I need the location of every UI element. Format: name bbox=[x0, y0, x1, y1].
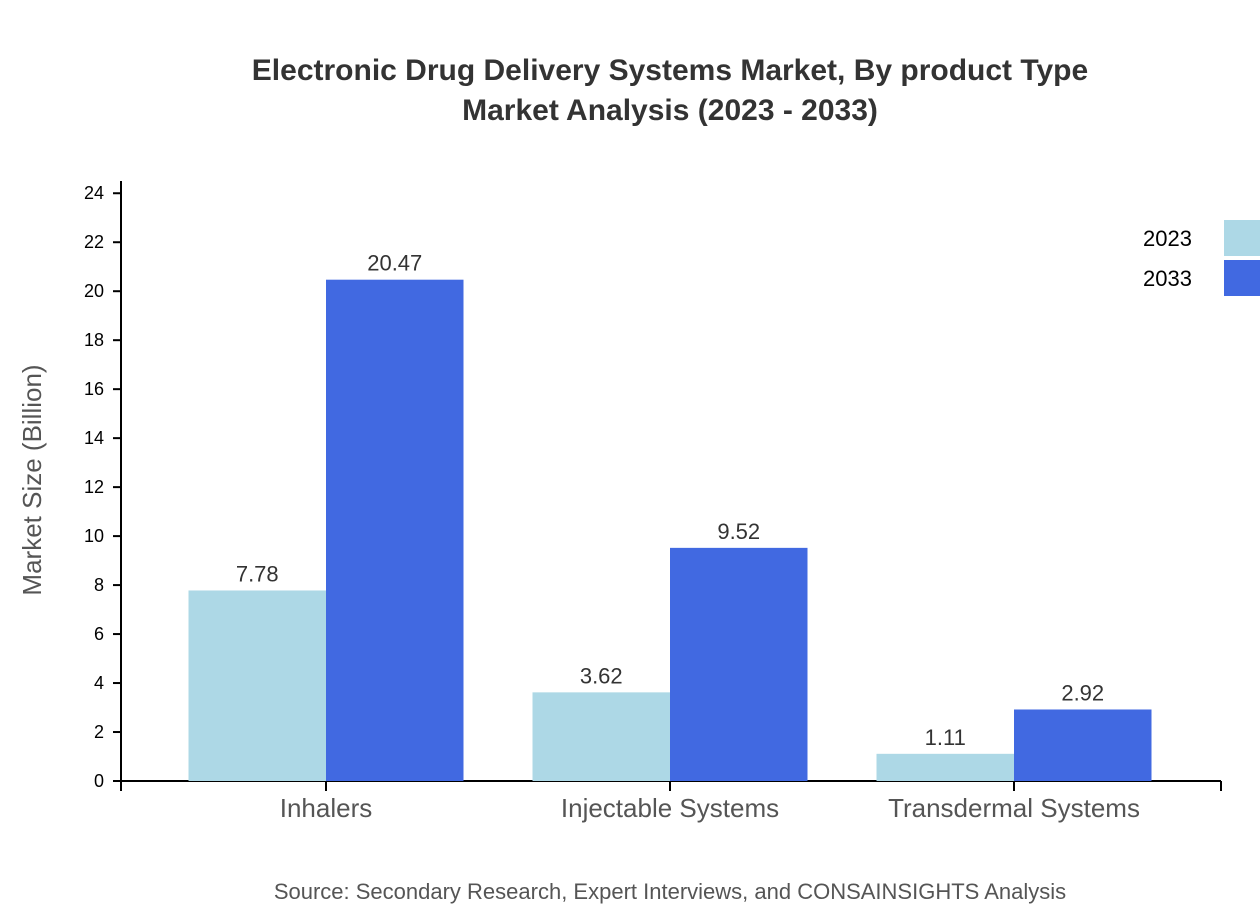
data-label: 20.47 bbox=[367, 251, 422, 276]
bar-2023 bbox=[876, 753, 1014, 781]
y-tick-label: 18 bbox=[84, 330, 104, 350]
legend: 2023 2033 bbox=[1143, 220, 1260, 296]
x-tick-label: Injectable Systems bbox=[561, 793, 779, 823]
y-tick-label: 24 bbox=[84, 183, 104, 203]
y-tick-label: 12 bbox=[84, 477, 104, 497]
bar-2023 bbox=[532, 692, 670, 781]
y-tick-label: 6 bbox=[94, 624, 104, 644]
bar-2033 bbox=[1014, 709, 1152, 781]
legend-label: 2023 bbox=[1143, 226, 1192, 251]
bar-2033 bbox=[670, 547, 808, 781]
y-tick-label: 4 bbox=[94, 673, 104, 693]
bars: 7.78 20.47 3.62 9.52 1.11 2.92 bbox=[188, 251, 1152, 781]
x-tick-label: Transdermal Systems bbox=[888, 793, 1140, 823]
chart-title-line-1: Electronic Drug Delivery Systems Market,… bbox=[252, 54, 1088, 87]
data-label: 9.52 bbox=[717, 519, 760, 544]
y-tick-label: 2 bbox=[94, 722, 104, 742]
y-tick-label: 16 bbox=[84, 379, 104, 399]
y-tick-label: 8 bbox=[94, 575, 104, 595]
legend-swatch bbox=[1224, 220, 1260, 256]
legend-label: 2033 bbox=[1143, 266, 1192, 291]
y-axis-label: Market Size (Billion) bbox=[17, 364, 47, 595]
y-tick-label: 0 bbox=[94, 771, 104, 791]
x-tick-label: Inhalers bbox=[280, 793, 373, 823]
y-tick-label: 10 bbox=[84, 526, 104, 546]
y-tick-label: 20 bbox=[84, 281, 104, 301]
bar-2033 bbox=[326, 279, 464, 781]
data-label: 3.62 bbox=[580, 663, 623, 688]
y-tick-label: 14 bbox=[84, 428, 104, 448]
bar-2023 bbox=[188, 590, 326, 781]
source-note: Source: Secondary Research, Expert Inter… bbox=[274, 879, 1066, 904]
y-tick-label: 22 bbox=[84, 232, 104, 252]
chart-title-line-2: Market Analysis (2023 - 2033) bbox=[462, 94, 878, 127]
data-label: 7.78 bbox=[236, 561, 279, 586]
legend-swatch bbox=[1224, 260, 1260, 296]
data-label: 2.92 bbox=[1061, 680, 1104, 705]
data-label: 1.11 bbox=[925, 725, 966, 750]
x-axis: Inhalers Injectable Systems Transdermal Sy… bbox=[120, 780, 1222, 823]
